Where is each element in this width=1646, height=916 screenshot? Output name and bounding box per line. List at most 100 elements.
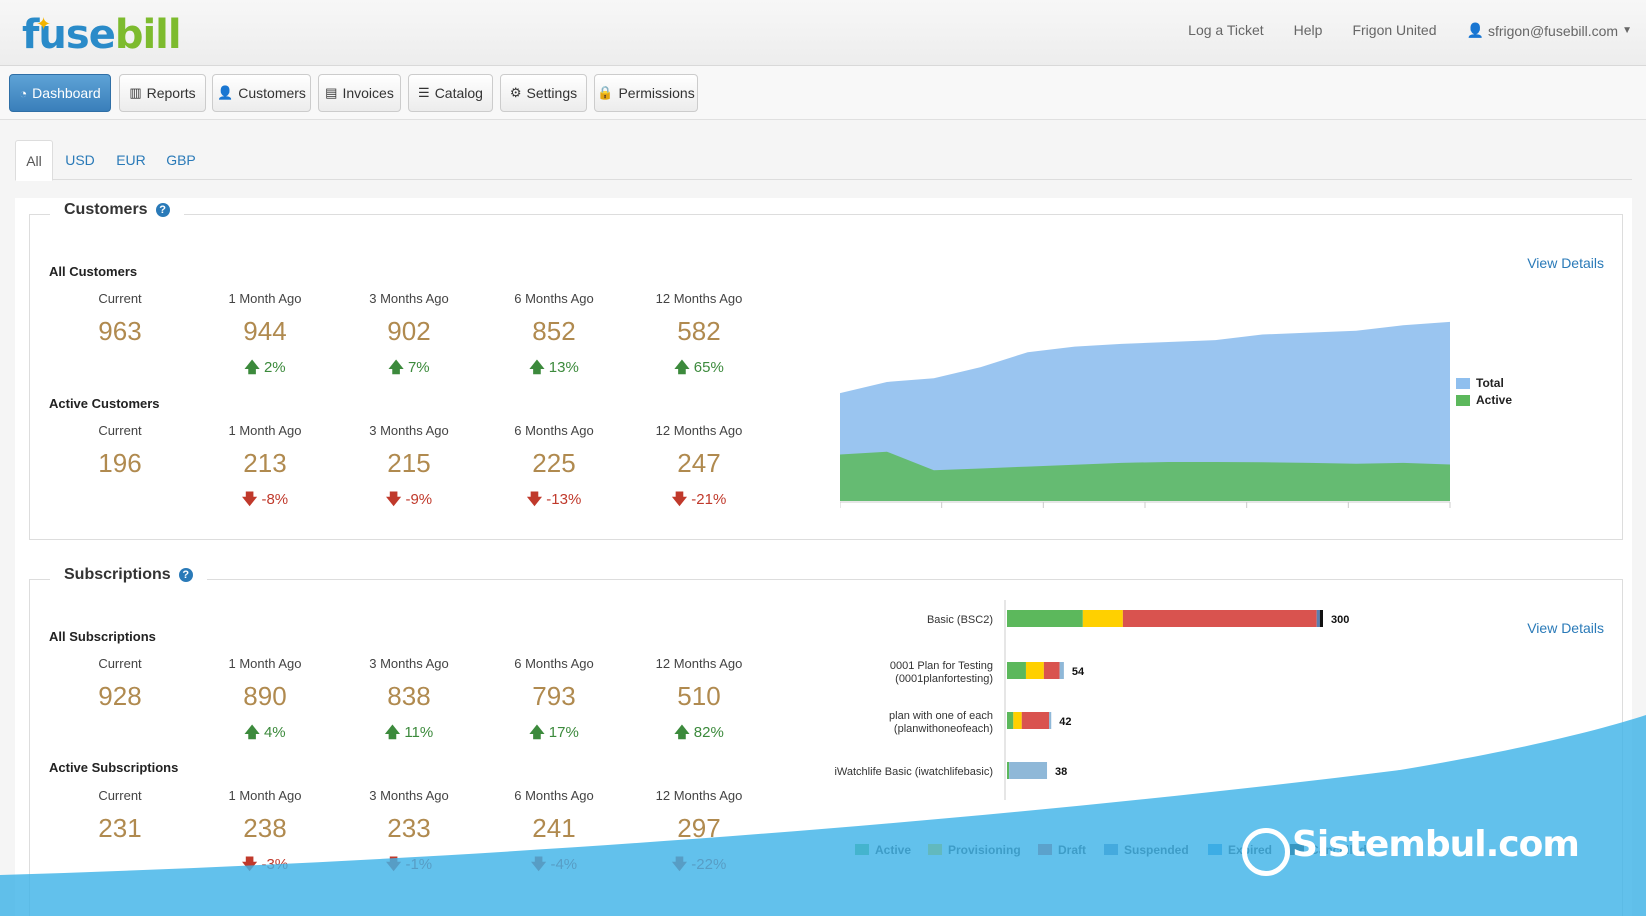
legend-active: Active — [1456, 393, 1512, 407]
nav-dashboard-button[interactable]: ◔ Dashboard — [9, 74, 111, 112]
subscriptions-view-details-link[interactable]: View Details — [1527, 620, 1604, 636]
arrow-down-icon: 🡇 — [671, 856, 692, 873]
active-subscriptions-stat: 1 Month Ago 238 🡇 -3% — [190, 788, 340, 874]
tab-usd[interactable]: USD — [65, 152, 95, 168]
stat-value: 928 — [98, 681, 142, 711]
stat-label: 3 Months Ago — [369, 656, 449, 671]
legend-label-active[interactable]: Active — [875, 843, 911, 857]
bar-segment-draft — [1043, 662, 1060, 679]
arrow-up-icon: 🡅 — [674, 359, 694, 376]
user-menu[interactable]: 👤 sfrigon@fusebill.com ▼ — [1467, 22, 1633, 39]
stat-label: Current — [98, 788, 142, 803]
stat-label: 6 Months Ago — [514, 291, 594, 306]
subscriptions-title-text: Subscriptions — [64, 566, 171, 583]
document-icon: ▤ — [325, 85, 338, 100]
nav-permissions-button[interactable]: 🔒 Permissions — [594, 74, 698, 112]
stat-change — [45, 722, 195, 742]
bar-segment-other — [1009, 762, 1048, 779]
nav-customers-button[interactable]: 👤 Customers — [212, 74, 311, 112]
nav-invoices-button[interactable]: ▤ Invoices — [318, 74, 401, 112]
nav-permissions-label: Permissions — [618, 85, 695, 101]
customers-view-details-link[interactable]: View Details — [1527, 255, 1604, 271]
subscriptions-panel-title: Subscriptions ? — [50, 566, 207, 584]
caret-down-icon: ▼ — [1622, 25, 1632, 36]
active-subscriptions-stat: 12 Months Ago 297 🡇 -22% — [624, 788, 774, 874]
all-customers-stat: 12 Months Ago 582 🡅 65% — [624, 291, 774, 377]
stat-label: Current — [98, 656, 142, 671]
active-customers-stat: Current 196 — [45, 423, 195, 509]
bar-segment-active — [1007, 762, 1010, 779]
help-icon[interactable]: ? — [178, 568, 193, 582]
stat-change: 🡅 65% — [624, 357, 774, 377]
area-series-total — [840, 321, 1450, 501]
arrow-up-icon: 🡅 — [244, 724, 264, 741]
tab-gbp[interactable]: GBP — [166, 152, 196, 168]
stat-value: 890 — [243, 681, 287, 711]
legend-label-draft[interactable]: Draft — [1058, 843, 1086, 857]
nav-catalog-button[interactable]: ☰ Catalog — [408, 74, 493, 112]
tab-eur[interactable]: EUR — [116, 152, 146, 168]
bar-segment-cancelled — [1319, 610, 1323, 627]
stat-value: 510 — [677, 681, 721, 711]
stat-value: 902 — [387, 316, 431, 346]
all-customers-stat: Current 963 — [45, 291, 195, 377]
legend-label-suspended[interactable]: Suspended — [1124, 843, 1189, 857]
bar-segment-other — [1049, 712, 1052, 729]
active-subscriptions-stat: 6 Months Ago 241 🡇 -4% — [479, 788, 629, 874]
stat-change: 🡇 -21% — [624, 489, 774, 509]
legend-active-swatch — [1456, 394, 1470, 406]
nav-reports-button[interactable]: ▥ Reports — [119, 74, 206, 112]
stat-change: 🡅 4% — [190, 722, 340, 742]
stat-change-value: -22% — [691, 856, 727, 873]
stat-value: 297 — [677, 813, 721, 843]
stat-change-value: 17% — [548, 724, 579, 741]
stat-value: 852 — [532, 316, 576, 346]
bar-segment-draft — [1122, 610, 1317, 627]
all-subscriptions-stat: 3 Months Ago 838 🡅 11% — [334, 656, 484, 742]
stat-change: 🡅 17% — [479, 722, 629, 742]
tab-all[interactable]: All — [15, 140, 53, 181]
bar-segment-active — [1007, 712, 1014, 729]
stat-label: 3 Months Ago — [369, 423, 449, 438]
active-customers-stat: 1 Month Ago 213 🡇 -8% — [190, 423, 340, 509]
stat-label: 3 Months Ago — [369, 291, 449, 306]
fusebill-logo[interactable]: ✦ fusebill — [22, 10, 182, 60]
help-icon[interactable]: ? — [155, 203, 170, 217]
stat-change-value: -9% — [405, 491, 433, 508]
help-link[interactable]: Help — [1293, 22, 1323, 38]
stat-label: 6 Months Ago — [514, 656, 594, 671]
bar-category-label: Basic (BSC2) — [927, 614, 993, 626]
legend-total-swatch — [1456, 377, 1470, 389]
stat-change-value: 7% — [407, 359, 430, 376]
stat-label: 1 Month Ago — [228, 788, 302, 803]
stat-change-value: 4% — [263, 724, 286, 741]
legend-swatch-suspended — [1104, 844, 1118, 855]
stat-change-value: 13% — [548, 359, 579, 376]
stat-value: 582 — [677, 316, 721, 346]
stat-change: 🡇 -4% — [479, 854, 629, 874]
account-link[interactable]: Frigon United — [1352, 22, 1437, 38]
stat-label: 1 Month Ago — [228, 656, 302, 671]
nav-invoices-label: Invoices — [342, 85, 394, 101]
stat-change-value: 65% — [693, 359, 724, 376]
bar-category-label: 0001 Plan for Testing — [890, 660, 993, 672]
stat-change-value: 11% — [404, 724, 434, 741]
stat-value: 215 — [387, 448, 431, 478]
customers-panel-title: Customers ? — [50, 201, 184, 219]
customers-title-text: Customers — [64, 201, 148, 218]
stat-change — [45, 357, 195, 377]
stat-change: 🡅 7% — [334, 357, 484, 377]
stat-value: 196 — [98, 448, 142, 478]
arrow-up-icon: 🡅 — [388, 359, 408, 376]
user-icon: 👤 — [217, 85, 234, 100]
bar-segment-active — [1007, 610, 1083, 627]
nav-settings-button[interactable]: ⚙ Settings — [500, 74, 587, 112]
stat-value: 213 — [243, 448, 287, 478]
stat-value: 963 — [98, 316, 142, 346]
legend-label-provisioning[interactable]: Provisioning — [948, 843, 1021, 857]
log-ticket-link[interactable]: Log a Ticket — [1188, 22, 1264, 38]
legend-swatch-active — [855, 844, 869, 855]
top-header: ✦ fusebill Log a Ticket Help Frigon Unit… — [0, 0, 1646, 66]
stat-label: 1 Month Ago — [228, 291, 302, 306]
legend-total: Total — [1456, 376, 1504, 390]
